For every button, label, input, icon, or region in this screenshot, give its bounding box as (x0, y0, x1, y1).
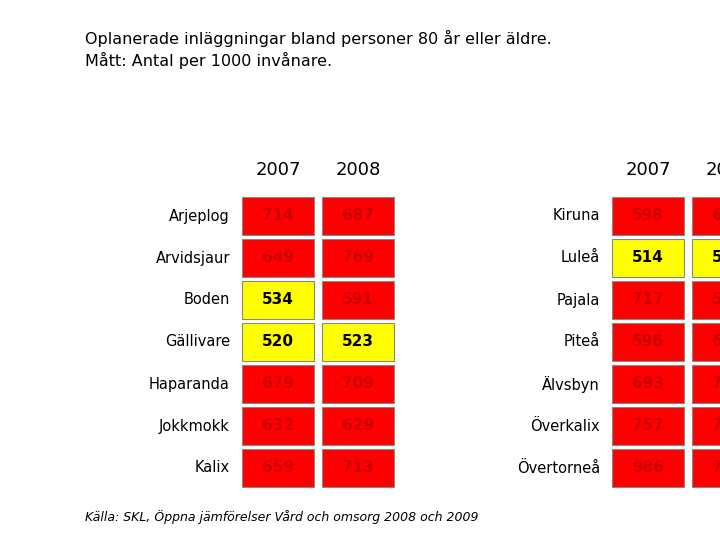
Bar (692, 449, 720, 487)
Bar (322, 197, 394, 235)
Text: 613: 613 (712, 208, 720, 224)
Text: 543: 543 (712, 251, 720, 266)
Bar (242, 365, 314, 403)
Text: Överkalix: Överkalix (531, 418, 600, 434)
Text: Oplanerade inläggningar bland personer 80 år eller äldre.: Oplanerade inläggningar bland personer 8… (85, 30, 552, 47)
Bar (692, 365, 720, 403)
Bar (322, 449, 394, 487)
Text: Boden: Boden (184, 293, 230, 307)
Text: 534: 534 (262, 293, 294, 307)
Bar (612, 239, 684, 277)
Text: 659: 659 (262, 461, 294, 476)
Text: 713: 713 (342, 461, 374, 476)
Text: Luleå: Luleå (561, 251, 600, 266)
Text: Gällivare: Gällivare (165, 334, 230, 349)
Bar (612, 323, 684, 361)
Text: 735: 735 (712, 461, 720, 476)
Text: 523: 523 (342, 334, 374, 349)
Text: Källa: SKL, Öppna jämförelser Vård och omsorg 2008 och 2009: Källa: SKL, Öppna jämförelser Vård och o… (85, 510, 479, 524)
Text: 693: 693 (632, 376, 664, 392)
Bar (242, 323, 314, 361)
Text: 734: 734 (712, 376, 720, 392)
Bar (692, 407, 720, 445)
Text: Arjeplog: Arjeplog (169, 208, 230, 224)
Text: 769: 769 (342, 251, 374, 266)
Bar (322, 407, 394, 445)
Text: 598: 598 (632, 208, 664, 224)
Bar (322, 281, 394, 319)
Text: Pajala: Pajala (557, 293, 600, 307)
Text: Haparanda: Haparanda (149, 376, 230, 392)
Text: 612: 612 (712, 334, 720, 349)
Bar (322, 323, 394, 361)
Text: Mått: Antal per 1000 invånare.: Mått: Antal per 1000 invånare. (85, 52, 332, 69)
Bar (242, 407, 314, 445)
Text: 514: 514 (632, 251, 664, 266)
Bar (322, 365, 394, 403)
Text: 2008: 2008 (706, 161, 720, 179)
Bar (242, 449, 314, 487)
Bar (612, 281, 684, 319)
Text: 632: 632 (262, 418, 294, 434)
Bar (692, 281, 720, 319)
Bar (612, 197, 684, 235)
Bar (242, 239, 314, 277)
Text: Arvidsjaur: Arvidsjaur (156, 251, 230, 266)
Text: Kalix: Kalix (195, 461, 230, 476)
Bar (692, 323, 720, 361)
Text: 591: 591 (342, 293, 374, 307)
Text: 597: 597 (712, 293, 720, 307)
Bar (692, 197, 720, 235)
Text: 2007: 2007 (625, 161, 671, 179)
Bar (612, 449, 684, 487)
Text: 687: 687 (342, 208, 374, 224)
Text: 629: 629 (342, 418, 374, 434)
Bar (242, 197, 314, 235)
Bar (612, 365, 684, 403)
Text: 713: 713 (712, 418, 720, 434)
Text: 520: 520 (262, 334, 294, 349)
Bar (692, 239, 720, 277)
Text: 596: 596 (632, 334, 664, 349)
Bar (612, 407, 684, 445)
Text: 679: 679 (262, 376, 294, 392)
Text: 2008: 2008 (336, 161, 381, 179)
Text: 709: 709 (342, 376, 374, 392)
Text: Kiruna: Kiruna (552, 208, 600, 224)
Text: Piteå: Piteå (564, 334, 600, 349)
Text: 2007: 2007 (256, 161, 301, 179)
Text: Älvsbyn: Älvsbyn (542, 375, 600, 393)
Text: Jokkmokk: Jokkmokk (159, 418, 230, 434)
Text: 649: 649 (262, 251, 294, 266)
Bar (242, 281, 314, 319)
Text: 986: 986 (632, 461, 664, 476)
Text: Övertorneå: Övertorneå (517, 461, 600, 476)
Bar (322, 239, 394, 277)
Text: 757: 757 (632, 418, 664, 434)
Text: 717: 717 (632, 293, 664, 307)
Text: 714: 714 (262, 208, 294, 224)
